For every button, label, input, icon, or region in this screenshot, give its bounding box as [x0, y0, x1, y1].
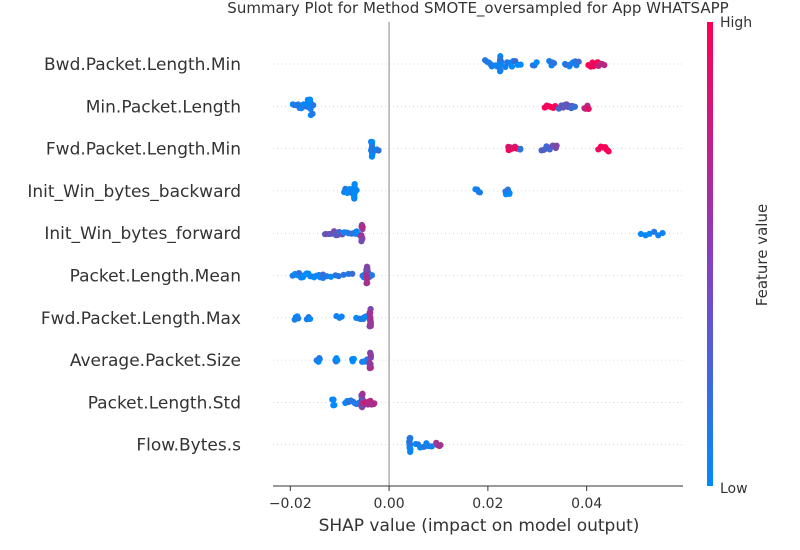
- feature-label: Init_Win_bytes_forward: [44, 224, 241, 244]
- shap-point: [363, 267, 370, 274]
- colorbar: [707, 22, 713, 486]
- shap-point: [517, 61, 524, 68]
- shap-point: [533, 59, 540, 66]
- shap-point: [550, 60, 558, 67]
- shap-point: [368, 272, 376, 279]
- shap-point: [428, 443, 435, 450]
- shap-point: [366, 310, 373, 318]
- shap-point: [508, 63, 516, 70]
- feature-labels: Bwd.Packet.Length.Min Min.Packet.Length Fw…: [27, 55, 241, 456]
- shap-point: [502, 63, 509, 71]
- shap-point: [437, 441, 444, 449]
- shap-point: [358, 232, 365, 239]
- x-axis-label: SHAP value (impact on model output): [319, 516, 640, 536]
- feature-label: Average.Packet.Size: [70, 351, 241, 371]
- shap-point: [335, 273, 342, 280]
- shap-point: [476, 189, 484, 196]
- shap-point: [334, 357, 341, 364]
- shap-point: [506, 190, 513, 198]
- shap-point: [497, 61, 504, 68]
- shap-point: [375, 147, 382, 154]
- shap-point: [349, 270, 356, 277]
- colorbar-title: Feature value: [753, 204, 771, 306]
- shap-point: [646, 230, 653, 237]
- feature-label: Fwd.Packet.Length.Min: [46, 140, 241, 160]
- feature-label: Flow.Bytes.s: [136, 436, 241, 456]
- shap-point: [406, 440, 413, 447]
- shap-point: [350, 186, 358, 193]
- chart-title: Summary Plot for Method SMOTE_oversample…: [227, 0, 728, 18]
- shap-point: [407, 448, 414, 456]
- shap-point: [340, 271, 347, 278]
- shap-point: [605, 148, 612, 155]
- shap-point: [497, 67, 504, 74]
- shap-point: [310, 102, 317, 109]
- shap-point: [359, 391, 366, 398]
- shap-point: [338, 313, 345, 320]
- shap-point: [363, 272, 370, 279]
- shap-point: [366, 321, 374, 328]
- shap-point: [651, 228, 658, 235]
- shap-point: [366, 361, 373, 368]
- points: [289, 53, 666, 456]
- shap-point: [330, 396, 337, 403]
- x-tick-label: 0.04: [571, 496, 602, 512]
- shap-point: [571, 103, 579, 110]
- shap-point: [331, 402, 338, 409]
- shap-point: [406, 435, 413, 442]
- shap-point: [350, 355, 357, 363]
- shap-point: [585, 105, 592, 113]
- shap-point: [659, 230, 666, 237]
- x-tick-label: −0.02: [269, 496, 312, 512]
- feature-label: Fwd.Packet.Length.Max: [41, 309, 241, 329]
- x-tick-label: 0.00: [373, 496, 404, 512]
- shap-point: [575, 58, 582, 65]
- shap-point: [295, 315, 302, 322]
- x-tick-label: 0.02: [472, 496, 503, 512]
- shap-point: [367, 351, 374, 359]
- colorbar-high-label: High: [720, 15, 752, 31]
- row-guides: [273, 63, 683, 446]
- colorbar-low-label: Low: [720, 481, 748, 497]
- feature-label: Bwd.Packet.Length.Min: [44, 55, 241, 75]
- shap-point: [359, 224, 366, 231]
- feature-label: Packet.Length.Mean: [70, 267, 241, 287]
- shap-point: [601, 61, 608, 69]
- shap-point: [553, 142, 560, 149]
- shap-point: [517, 146, 524, 153]
- shap-point: [497, 56, 504, 63]
- feature-label: Packet.Length.Std: [88, 393, 241, 413]
- shap-point: [358, 237, 365, 244]
- shap-point: [316, 355, 323, 363]
- shap-point: [307, 315, 314, 323]
- shap-point: [351, 193, 358, 201]
- x-ticks: −0.02 0.00 0.02 0.04: [269, 486, 602, 512]
- shap-point: [309, 110, 316, 117]
- feature-label: Min.Packet.Length: [86, 97, 241, 117]
- shap-point: [371, 400, 378, 407]
- shap-point: [364, 279, 371, 287]
- feature-label: Init_Win_bytes_backward: [27, 182, 241, 202]
